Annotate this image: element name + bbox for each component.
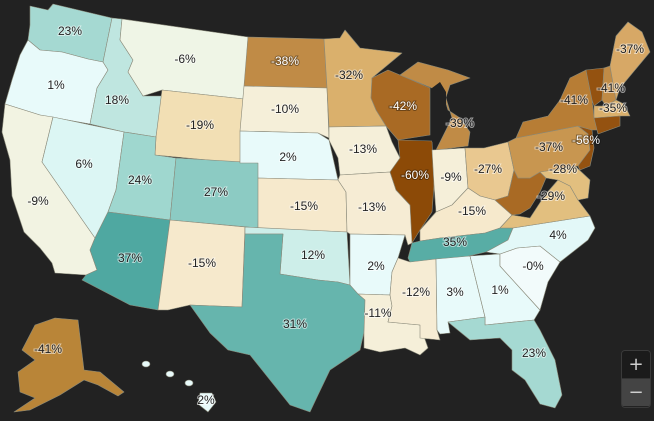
state-CT[interactable] bbox=[593, 115, 621, 135]
state-ND[interactable] bbox=[243, 36, 328, 89]
state-SD[interactable] bbox=[239, 85, 330, 139]
zoom-in-button[interactable]: + bbox=[622, 351, 650, 379]
zoom-out-button[interactable]: − bbox=[622, 379, 650, 406]
state-WY[interactable] bbox=[154, 89, 245, 164]
lake-michigan bbox=[432, 82, 446, 142]
state-MT[interactable] bbox=[119, 18, 249, 100]
state-NJ[interactable] bbox=[577, 125, 595, 171]
state-MD[interactable] bbox=[539, 165, 591, 201]
state-TX[interactable] bbox=[189, 233, 366, 413]
state-CO[interactable] bbox=[169, 157, 261, 229]
state-HI[interactable] bbox=[197, 392, 217, 413]
state-MA[interactable] bbox=[593, 99, 631, 119]
state-KS[interactable] bbox=[257, 177, 348, 233]
state-NY[interactable] bbox=[515, 69, 599, 139]
state-WI[interactable] bbox=[370, 69, 431, 141]
state-FL[interactable] bbox=[447, 316, 563, 409]
state-HI-island[interactable] bbox=[184, 379, 194, 387]
state-AK[interactable] bbox=[13, 317, 125, 413]
state-VT[interactable] bbox=[585, 67, 605, 107]
state-ME[interactable] bbox=[609, 21, 651, 101]
zoom-control: + − bbox=[621, 350, 651, 408]
state-NC[interactable] bbox=[485, 215, 596, 263]
state-HI-island[interactable] bbox=[165, 370, 175, 378]
state-VA[interactable] bbox=[499, 179, 591, 229]
state-IA[interactable] bbox=[328, 125, 401, 176]
state-HI-island[interactable] bbox=[141, 360, 151, 368]
state-MI[interactable] bbox=[399, 61, 471, 151]
state-NM[interactable] bbox=[157, 219, 246, 311]
